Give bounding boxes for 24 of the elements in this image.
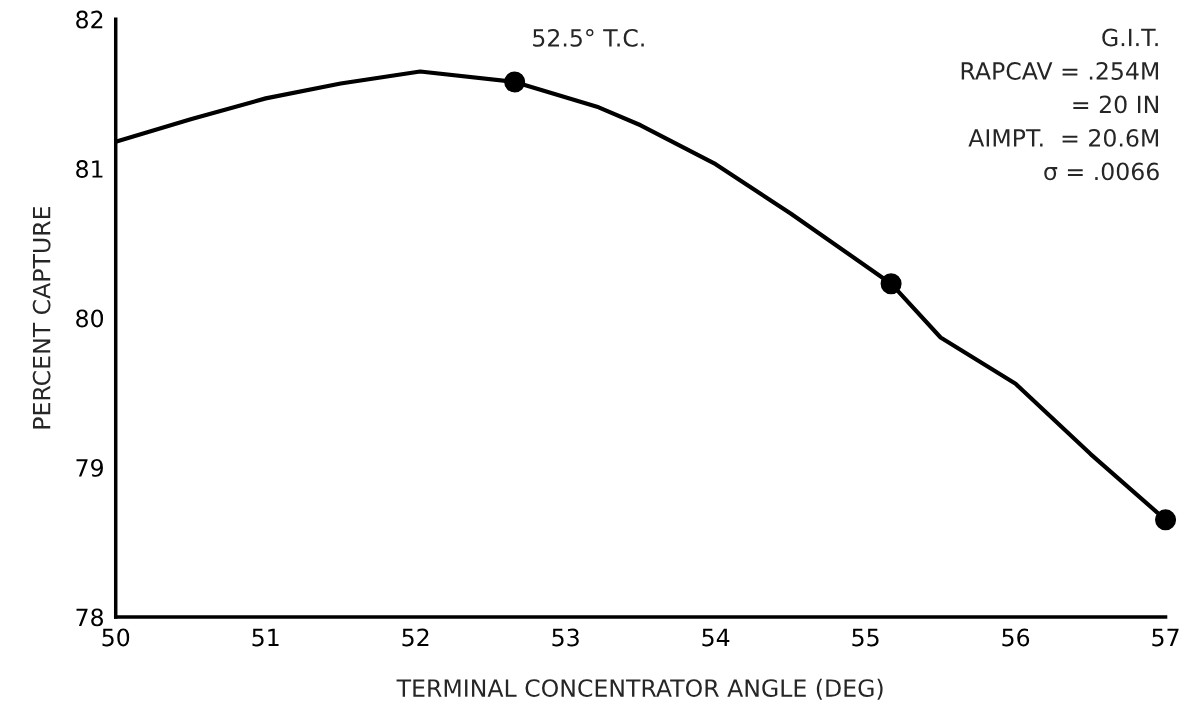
x-tick-label: 56 <box>1002 628 1030 647</box>
y-tick-label: 82 <box>76 10 103 29</box>
annotation: G.I.T. <box>1102 28 1158 47</box>
annotation: 52.5° T.C. <box>533 28 644 47</box>
annotation: σ = .0066 <box>1044 162 1159 181</box>
y-tick-label: 81 <box>76 160 103 178</box>
x-tick-label: 50 <box>102 628 130 647</box>
x-tick-label: 53 <box>552 628 579 647</box>
point <box>880 273 902 295</box>
y-axis-title: PERCENT CAPTURE <box>32 206 51 429</box>
y-tick-label: 80 <box>76 309 104 328</box>
x-tick-label: 57 <box>1152 628 1179 647</box>
annotation: = 20 IN <box>1073 95 1158 114</box>
y-tick-label: 79 <box>76 458 103 477</box>
point <box>504 71 526 93</box>
x-tick-label: 52 <box>402 628 429 647</box>
y-tick-label: 78 <box>76 608 103 627</box>
x-tick-label: 55 <box>852 628 879 647</box>
annotation: AIMPT. = 20.6M <box>968 128 1159 147</box>
x-tick-label: 54 <box>702 628 730 647</box>
annotation: RAPCAV = .254M <box>961 62 1159 80</box>
x-axis-title: TERMINAL CONCENTRATOR ANGLE (DEG) <box>396 678 883 700</box>
x-tick-label: 51 <box>252 628 279 647</box>
point <box>1155 509 1177 531</box>
